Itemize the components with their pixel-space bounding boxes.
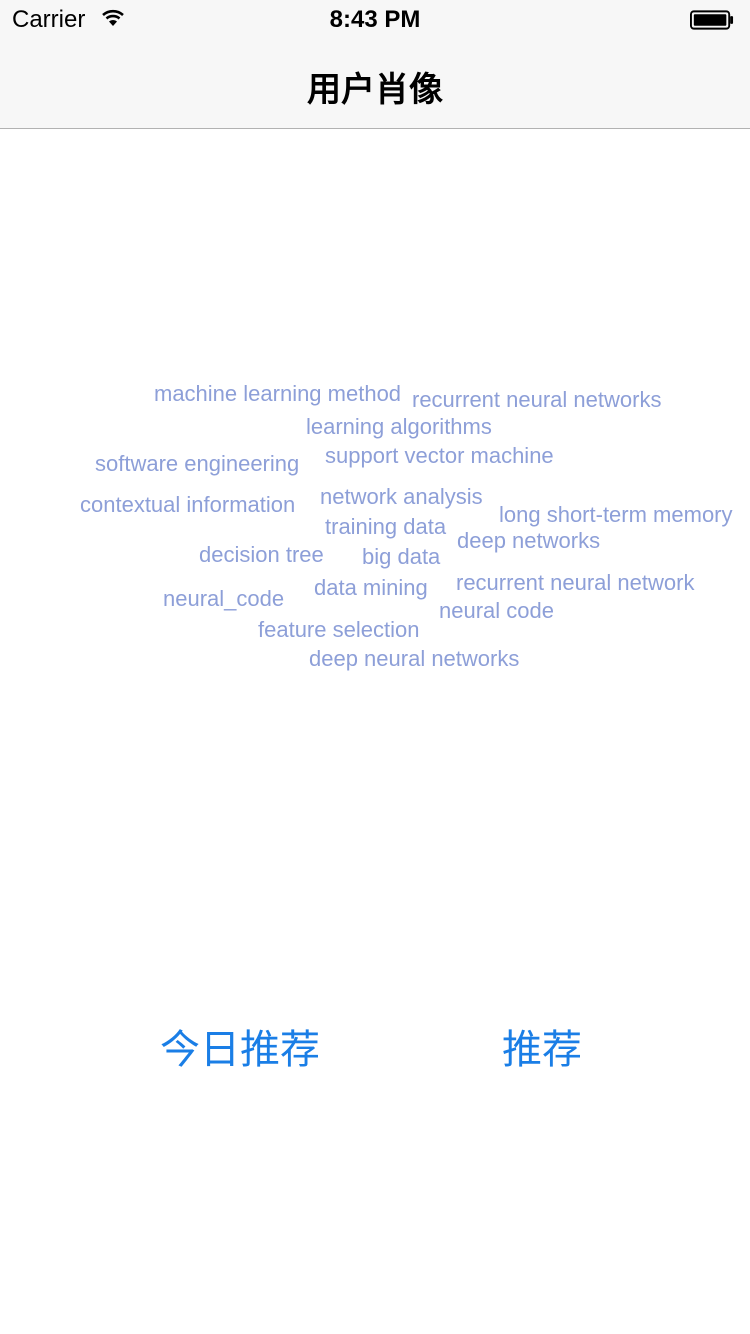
word-cloud-item: recurrent neural networks [412, 387, 662, 412]
word-cloud-item: long short-term memory [499, 502, 733, 527]
word-cloud-item: software engineering [95, 451, 300, 476]
page-title: 用户肖像 [307, 71, 443, 109]
word-cloud-item: contextual information [80, 492, 296, 517]
word-cloud-item: deep networks [457, 528, 601, 553]
word-cloud-item: recurrent neural network [456, 570, 695, 595]
wifi-icon [102, 9, 124, 26]
word-cloud-item: data mining [314, 575, 428, 600]
word-cloud-item: network analysis [320, 484, 483, 509]
status-bar: Carrier 8:43 PM [0, 0, 750, 40]
word-cloud-item: neural code [439, 598, 554, 623]
recommend-button[interactable]: 推荐 [502, 1028, 582, 1072]
word-cloud-item: feature selection [258, 617, 420, 642]
word-cloud-item: neural_code [163, 586, 285, 611]
battery-icon [690, 10, 734, 30]
word-cloud-item: big data [362, 544, 441, 569]
word-cloud-item: support vector machine [325, 443, 554, 468]
word-cloud-item: decision tree [199, 542, 324, 567]
word-cloud-item: learning algorithms [306, 414, 492, 439]
today-recommend-button[interactable]: 今日推荐 [160, 1028, 320, 1072]
navigation-bar: 用户肖像 [0, 40, 750, 129]
word-cloud-item: training data [325, 514, 447, 539]
word-cloud-item: deep neural networks [309, 646, 520, 671]
clock: 8:43 PM [329, 6, 421, 33]
word-cloud-item: machine learning method [154, 381, 402, 406]
carrier-label: Carrier [12, 6, 86, 33]
